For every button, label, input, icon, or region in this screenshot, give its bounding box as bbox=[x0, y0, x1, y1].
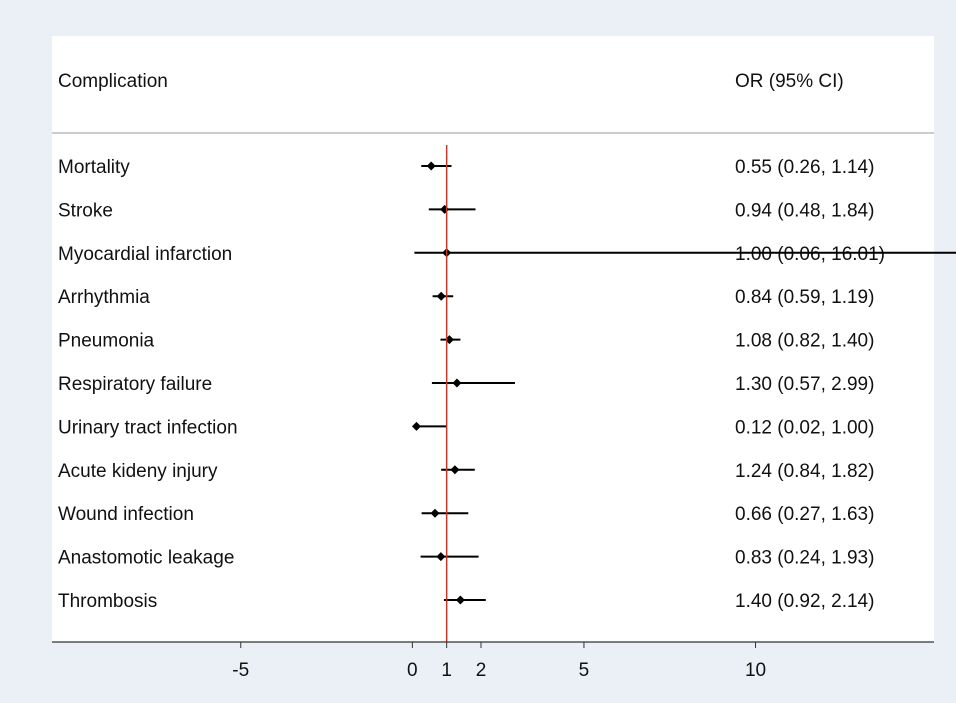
point-estimate bbox=[455, 595, 465, 605]
row-estimate: 1.30 (0.57, 2.99) bbox=[735, 374, 874, 395]
point-estimate bbox=[430, 508, 440, 518]
point-estimate bbox=[440, 204, 450, 214]
forest-rows: Mortality 0.55 (0.26, 1.14) Stroke 0.94 (0.… bbox=[58, 157, 956, 612]
point-estimate bbox=[426, 161, 436, 171]
x-axis-ticks: -5 0 1 2 5 10 bbox=[232, 642, 766, 681]
forest-row: Anastomotic leakage 0.83 (0.24, 1.93) bbox=[58, 548, 874, 569]
row-estimate: 0.55 (0.26, 1.14) bbox=[735, 157, 874, 178]
row-estimate: 1.24 (0.84, 1.82) bbox=[735, 461, 874, 482]
row-label: Mortality bbox=[58, 157, 130, 178]
row-estimate: 0.12 (0.02, 1.00) bbox=[735, 417, 874, 438]
point-estimate bbox=[450, 465, 460, 475]
row-label: Urinary tract infection bbox=[58, 417, 238, 438]
x-tick-label: 10 bbox=[745, 660, 766, 681]
row-estimate: 0.83 (0.24, 1.93) bbox=[735, 548, 874, 569]
x-tick-label: 2 bbox=[476, 660, 487, 681]
point-estimate bbox=[436, 552, 446, 562]
row-label: Respiratory failure bbox=[58, 374, 212, 395]
forest-row: Thrombosis 1.40 (0.92, 2.14) bbox=[58, 591, 874, 612]
row-label: Thrombosis bbox=[58, 591, 157, 612]
forest-row: Arrhythmia 0.84 (0.59, 1.19) bbox=[58, 287, 874, 308]
point-estimate bbox=[411, 421, 421, 431]
forest-row: Mortality 0.55 (0.26, 1.14) bbox=[58, 157, 874, 178]
row-label: Acute kideny injury bbox=[58, 461, 218, 482]
point-estimate bbox=[452, 378, 462, 388]
label-column-header: Complication bbox=[58, 71, 168, 92]
forest-row: Respiratory failure 1.30 (0.57, 2.99) bbox=[58, 374, 874, 395]
row-label: Anastomotic leakage bbox=[58, 548, 234, 569]
row-estimate: 0.84 (0.59, 1.19) bbox=[735, 287, 874, 308]
x-tick-label: 0 bbox=[407, 660, 418, 681]
forest-row: Wound infection 0.66 (0.27, 1.63) bbox=[58, 504, 874, 525]
forest-row: Myocardial infarction 1.00 (0.06, 16.01) bbox=[58, 244, 956, 265]
x-tick-label: -5 bbox=[232, 660, 249, 681]
plot-panel bbox=[52, 36, 934, 642]
row-estimate: 1.40 (0.92, 2.14) bbox=[735, 591, 874, 612]
row-label: Wound infection bbox=[58, 504, 194, 525]
row-estimate: 1.08 (0.82, 1.40) bbox=[735, 331, 874, 352]
estimate-column-header: OR (95% CI) bbox=[735, 71, 844, 92]
point-estimate bbox=[436, 291, 446, 301]
row-estimate: 1.00 (0.06, 16.01) bbox=[735, 244, 885, 265]
forest-row: Urinary tract infection 0.12 (0.02, 1.00) bbox=[58, 417, 874, 438]
x-tick-label: 5 bbox=[579, 660, 590, 681]
row-label: Stroke bbox=[58, 200, 113, 221]
forest-row: Stroke 0.94 (0.48, 1.84) bbox=[58, 200, 874, 221]
row-label: Pneumonia bbox=[58, 331, 155, 352]
forest-row: Acute kideny injury 1.24 (0.84, 1.82) bbox=[58, 461, 874, 482]
forest-row: Pneumonia 1.08 (0.82, 1.40) bbox=[58, 331, 874, 352]
row-label: Arrhythmia bbox=[58, 287, 150, 308]
row-estimate: 0.94 (0.48, 1.84) bbox=[735, 200, 874, 221]
row-estimate: 0.66 (0.27, 1.63) bbox=[735, 504, 874, 525]
row-label: Myocardial infarction bbox=[58, 244, 232, 265]
x-tick-label: 1 bbox=[441, 660, 452, 681]
